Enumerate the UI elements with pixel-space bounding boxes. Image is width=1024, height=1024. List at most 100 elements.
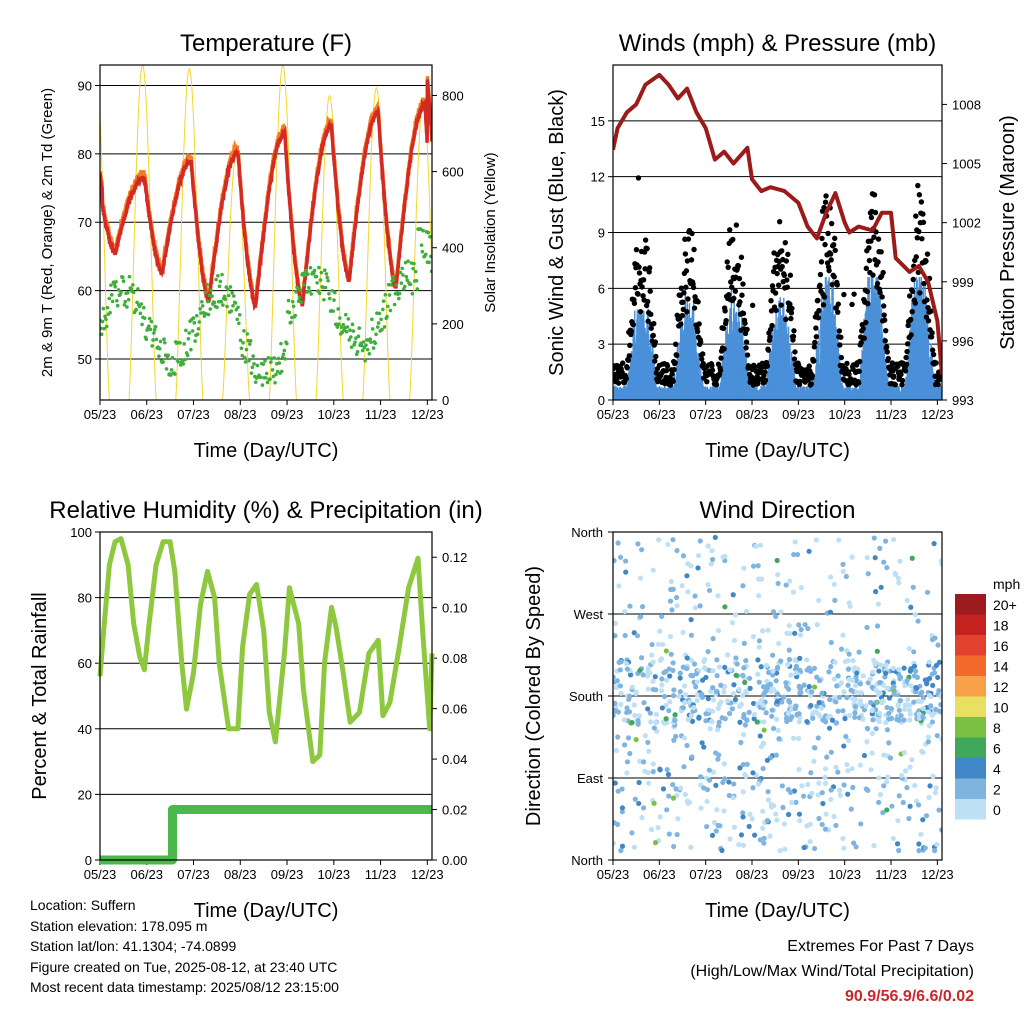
dewpoint-point [392, 302, 397, 307]
direction-point [616, 659, 622, 666]
direction-point [731, 781, 737, 787]
direction-point [760, 702, 766, 708]
direction-point [648, 719, 654, 725]
gust-point [861, 335, 867, 341]
dir-panel: Wind Direction 05/23 06/23 07/23 08/23 09/23 1… [523, 497, 954, 922]
direction-point [837, 787, 843, 793]
direction-point [938, 702, 942, 708]
dewpoint-point [249, 371, 254, 375]
dewpoint-point [163, 340, 167, 345]
direction-point [797, 667, 803, 673]
gust-point [636, 264, 642, 270]
gust-point [879, 294, 885, 300]
gust-point [916, 228, 922, 235]
dewpoint-point [368, 337, 372, 341]
direction-point [755, 657, 761, 663]
dewpoint-point [356, 334, 361, 339]
dewpoint-point [391, 278, 396, 282]
gust-point [864, 288, 871, 295]
direction-point [680, 664, 686, 670]
direction-point [904, 597, 910, 603]
dewpoint-point [293, 313, 298, 318]
dewpoint-point [242, 329, 246, 333]
direction-point [689, 754, 695, 760]
direction-point [937, 708, 942, 714]
direction-point [760, 825, 766, 831]
direction-point [622, 558, 629, 564]
direction-point [706, 777, 713, 783]
direction-point [827, 574, 834, 580]
direction-point [889, 715, 895, 721]
direction-point [645, 686, 651, 692]
direction-point [721, 808, 727, 814]
direction-point [868, 767, 874, 773]
dewpoint-point [109, 283, 113, 287]
dewpoint-point [127, 274, 132, 279]
direction-point [815, 735, 821, 741]
direction-point [789, 714, 795, 720]
direction-point [760, 808, 766, 814]
gust-point [855, 380, 862, 386]
wind-y2tick-label: 999 [952, 275, 974, 290]
direction-point [920, 714, 926, 720]
direction-point [785, 661, 791, 668]
wind-xtick-label: 08/23 [736, 407, 769, 422]
dewpoint-point [109, 293, 114, 297]
gust-point [624, 365, 630, 371]
direction-point [674, 603, 680, 609]
direction-point [797, 685, 804, 691]
gust-point [892, 381, 899, 388]
direction-point [898, 772, 905, 779]
direction-point [701, 744, 707, 750]
dewpoint-point [241, 341, 245, 345]
gust-point [740, 281, 746, 287]
direction-point [650, 678, 656, 684]
direction-point [681, 764, 687, 770]
direction-point [741, 565, 747, 571]
direction-point [613, 633, 618, 639]
gust-point [619, 360, 626, 366]
gust-point [781, 272, 787, 278]
direction-point [919, 748, 925, 754]
direction-point [886, 710, 892, 717]
direction-point [769, 713, 775, 719]
gust-point [765, 347, 772, 353]
direction-point [726, 710, 733, 717]
dewpoint-point [169, 368, 174, 372]
gust-point [646, 265, 653, 271]
direction-point [695, 565, 701, 571]
gust-point [713, 382, 720, 388]
dewpoint-point [412, 261, 416, 266]
direction-point [743, 658, 749, 664]
direction-point [814, 703, 820, 709]
direction-point [770, 725, 777, 732]
legend-label: 2 [993, 782, 1001, 798]
gust-point [672, 341, 679, 347]
dewpoint-point [263, 359, 267, 363]
direction-point [928, 703, 934, 709]
wind-ytick-label: 0 [598, 393, 605, 408]
direction-point [840, 568, 846, 574]
gust-point [881, 312, 887, 318]
dewpoint-point [125, 305, 129, 309]
dewpoint-point [413, 269, 418, 274]
gust-point [724, 259, 730, 265]
direction-point [836, 537, 842, 543]
dewpoint-point [138, 311, 143, 316]
direction-point [692, 593, 698, 599]
dewpoint-point [421, 228, 426, 233]
direction-point [749, 816, 755, 822]
gust-point [834, 282, 840, 288]
direction-point [832, 659, 838, 665]
dewpoint-point [319, 270, 324, 275]
temp-xtick-label: 10/23 [318, 407, 351, 422]
dewpoint-point [195, 332, 200, 337]
direction-point [908, 604, 914, 610]
direction-point [618, 690, 624, 696]
dewpoint-point [131, 290, 136, 295]
dewpoint-point [428, 234, 432, 239]
direction-point [659, 705, 665, 711]
direction-point [841, 782, 847, 788]
direction-point [704, 823, 710, 830]
gust-point [628, 328, 635, 335]
